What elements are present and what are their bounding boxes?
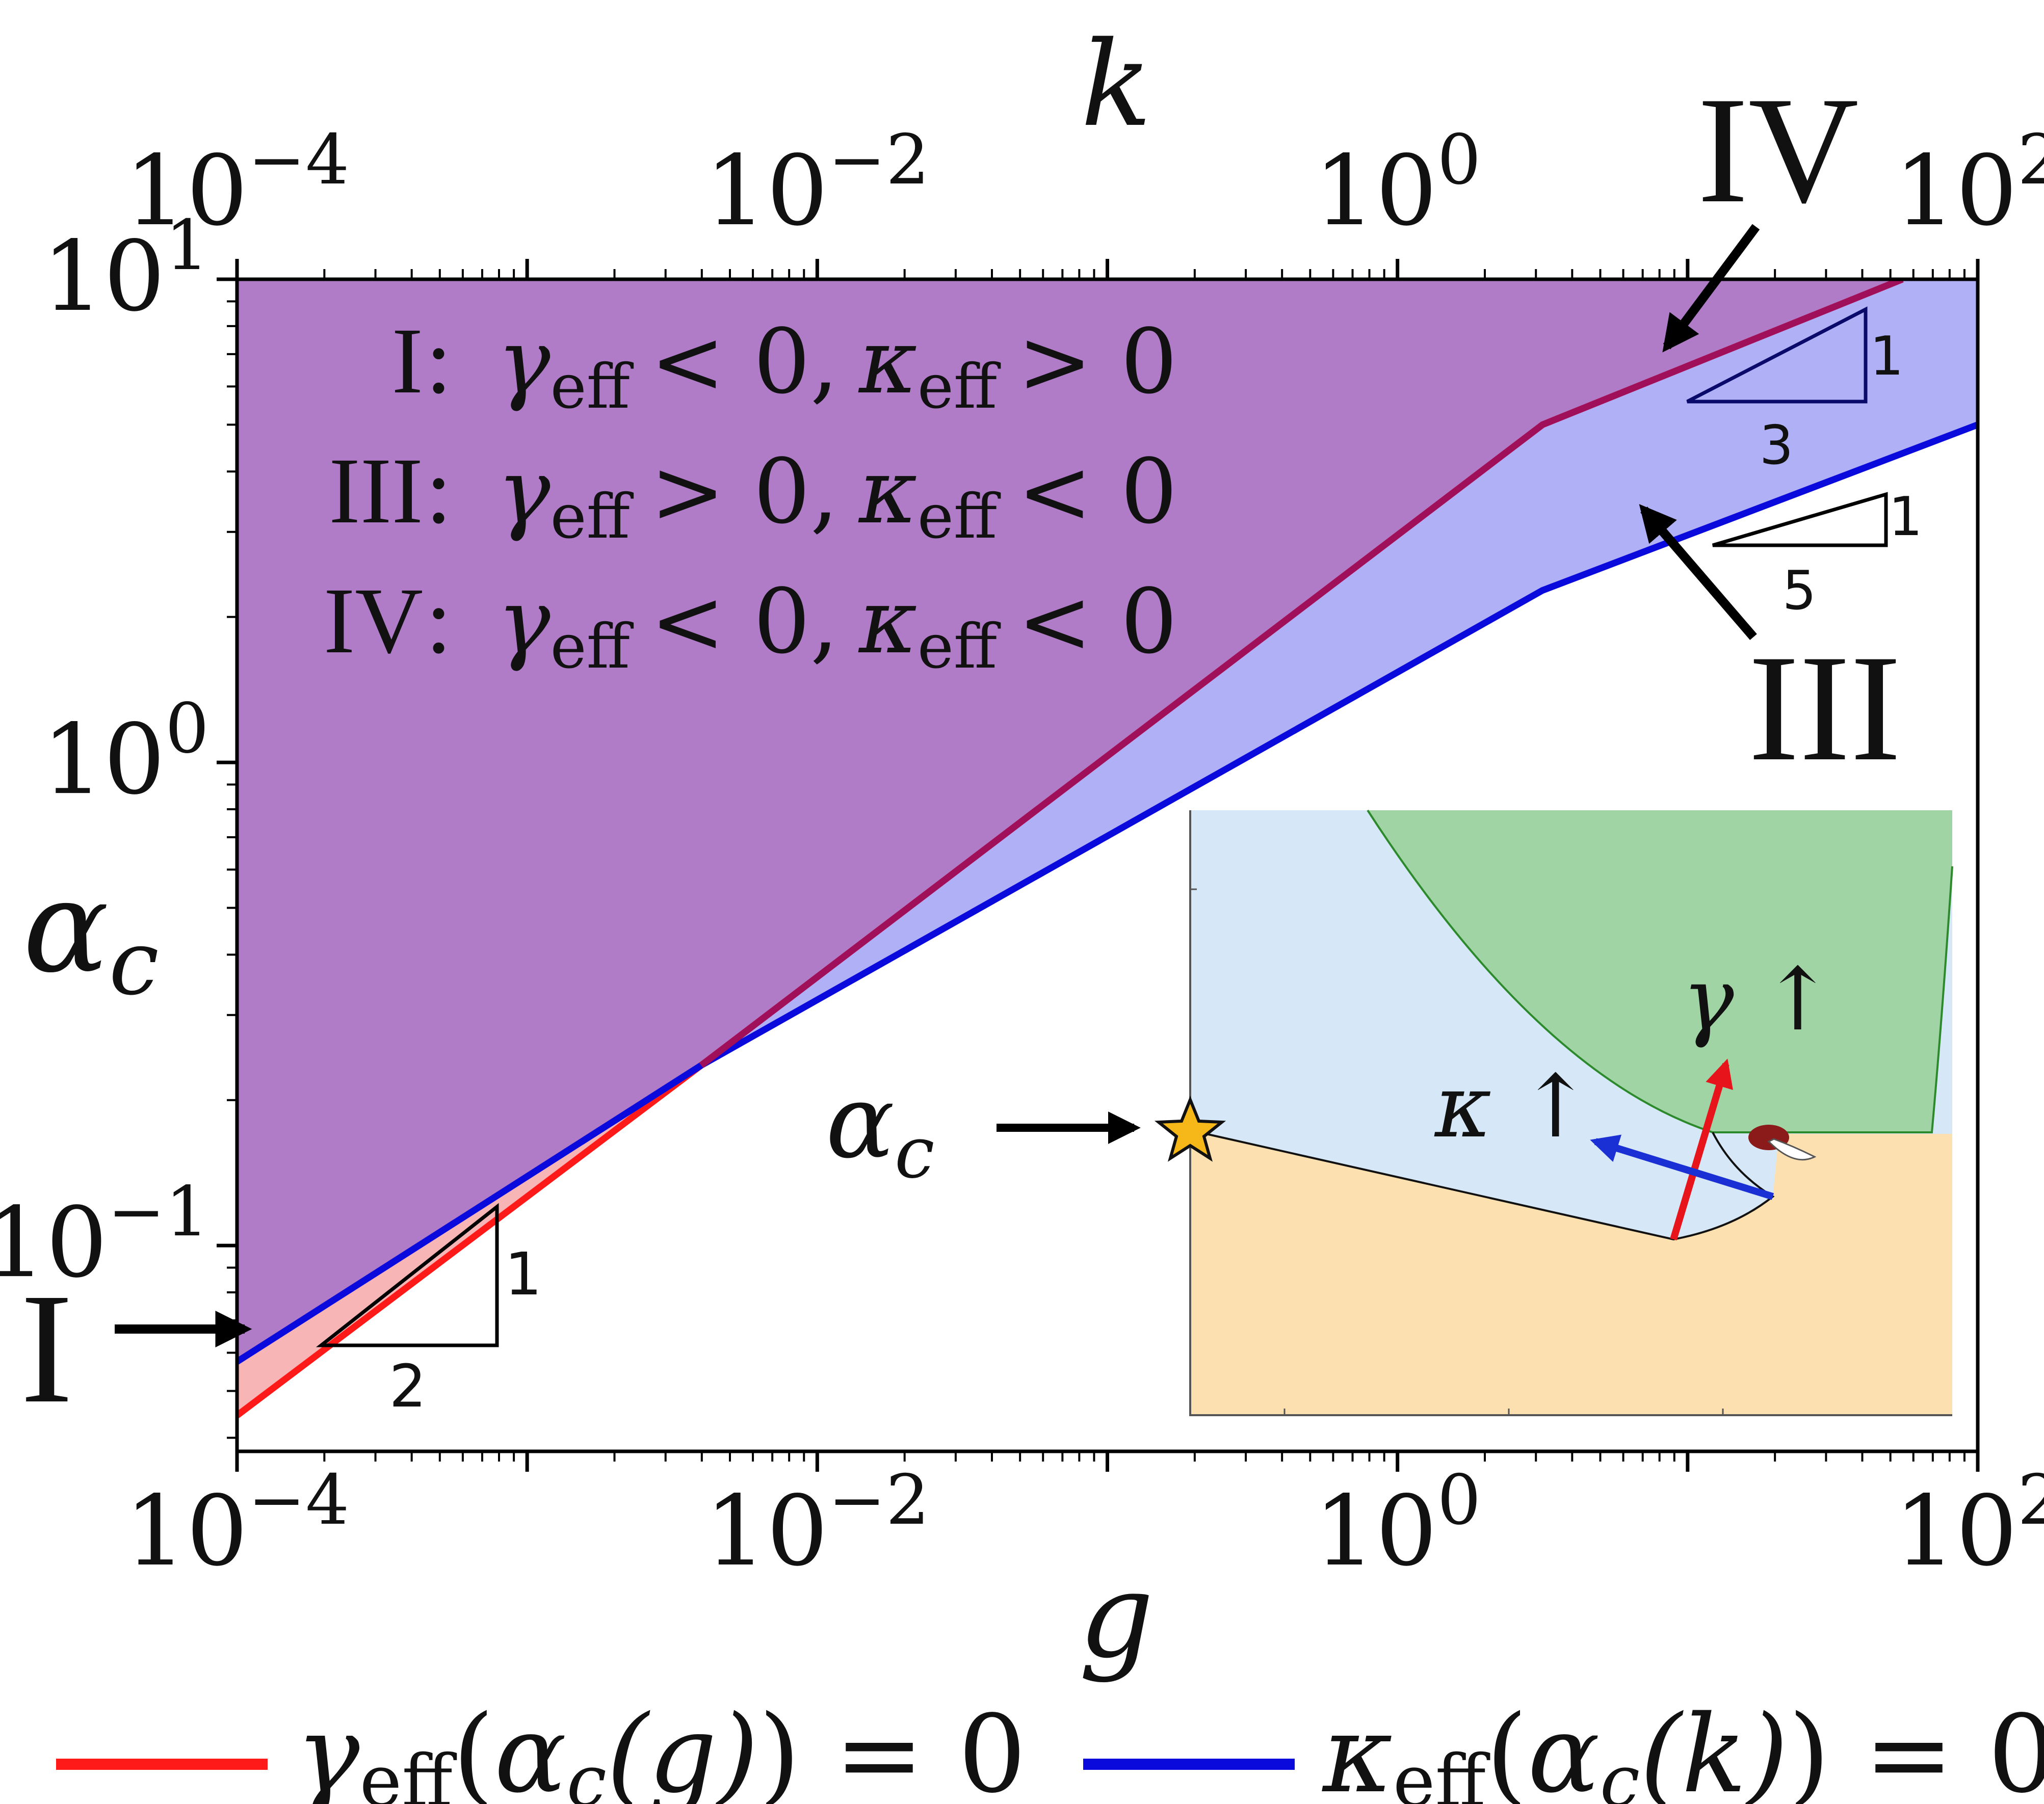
- slope-triangle-shape: [1712, 492, 1888, 547]
- region-legend-label: IV: [324, 569, 423, 673]
- region-iv-label: IV: [1697, 65, 1859, 234]
- y-axis-label: αc: [23, 853, 159, 1015]
- region-legend-label: I: [391, 309, 423, 413]
- region-iii-pointer-arrow: [1639, 504, 1757, 640]
- region-legend-label: III: [329, 439, 423, 543]
- y-tick-label: 10−1: [0, 1172, 209, 1299]
- region-legend-condition: γeff < 0, κeff < 0: [497, 570, 1177, 682]
- slope-triangle-shape: [316, 1203, 499, 1347]
- slope-triangle-shape: [1686, 306, 1868, 404]
- kappa-arrow-label: κ ↑: [1434, 1056, 1592, 1157]
- slope-run-label: 2: [389, 1352, 426, 1421]
- boundary-lines: [237, 279, 1978, 1418]
- region-legend-colon: :: [426, 439, 452, 543]
- x-axis-label: g: [1079, 1548, 1154, 1684]
- legend-label-kappa: κeff(αc(k)) = 0: [1322, 1692, 2044, 1804]
- legend-label-gamma: γeff(αc(g)) = 0: [296, 1692, 1026, 1804]
- inset-green-region: [1368, 810, 1952, 1132]
- x-tick-label: 102: [1894, 1460, 2044, 1587]
- axis-tick-labels: 10−4 10−2 100 102 10−4 10−2 100 102 10−1 100 101: [0, 120, 2044, 1587]
- kappa-increase-arrow: [1590, 1134, 1774, 1200]
- y-tick-label: 101: [42, 205, 209, 333]
- x-tick-label: 10−4: [125, 1460, 350, 1587]
- inset-white-lobe: [1767, 1138, 1817, 1161]
- region-legend-condition: γeff > 0, κeff < 0: [497, 440, 1177, 552]
- alpha-c-star-icon: [1154, 1096, 1226, 1162]
- region-iii-label: III: [1748, 623, 1901, 792]
- inset-light-blue-region: [1190, 810, 1773, 1239]
- slope-triangle-1-5: 1 5: [1712, 486, 1923, 622]
- slope-triangle-1-2: 1 2: [316, 1203, 542, 1421]
- top-tick-label: 10−4: [125, 120, 350, 247]
- region-iii-fill: [701, 279, 1978, 1066]
- kappa-eff-zero-line: [237, 421, 1978, 1365]
- slope-run-label: 5: [1783, 560, 1817, 622]
- top-tick-label: 102: [1894, 120, 2044, 247]
- gamma-line-in-region-iv: [699, 279, 1904, 1068]
- slope-run-label: 3: [1760, 414, 1794, 476]
- top-axis-label: k: [1081, 17, 1151, 153]
- slope-triangle-1-3: 1 3: [1686, 306, 1904, 476]
- region-legend-condition: γeff < 0, κeff > 0: [497, 310, 1177, 422]
- y-tick-label: 100: [42, 688, 209, 816]
- alpha-c-star-label: αc: [826, 1063, 934, 1195]
- x-tick-label: 100: [1314, 1460, 1481, 1587]
- inset-axes: [1189, 810, 1952, 1416]
- region-legend-colon: :: [426, 569, 452, 673]
- region-legend-colon: :: [426, 309, 452, 413]
- top-tick-label: 100: [1314, 120, 1481, 247]
- top-tick-label: 10−2: [705, 120, 930, 247]
- x-tick-label: 10−2: [705, 1460, 930, 1587]
- axis-ticks: [217, 259, 1980, 1472]
- region-iv-pointer-arrow: [1662, 224, 1760, 353]
- inset-orange-region: [1190, 1130, 1952, 1415]
- region-legend: I: γeff < 0, κeff > 0 III: γeff > 0, κeff < 0 IV: γ…: [324, 309, 1177, 682]
- slope-rise-label: 1: [505, 1240, 542, 1309]
- gamma-arrow-label: γ ↑: [1682, 949, 1834, 1050]
- slope-rise-label: 1: [1870, 325, 1904, 387]
- legend: γeff(αc(g)) = 0 κeff(αc(k)) = 0: [56, 1692, 2044, 1804]
- inset-green-boundary: [1367, 809, 1953, 1133]
- inset-phase-diagram: αc κ ↑ γ ↑: [826, 809, 1953, 1416]
- region-i-label: I: [20, 1261, 73, 1436]
- slope-rise-label: 1: [1889, 486, 1923, 548]
- gamma-increase-arrow: [1670, 1058, 1733, 1241]
